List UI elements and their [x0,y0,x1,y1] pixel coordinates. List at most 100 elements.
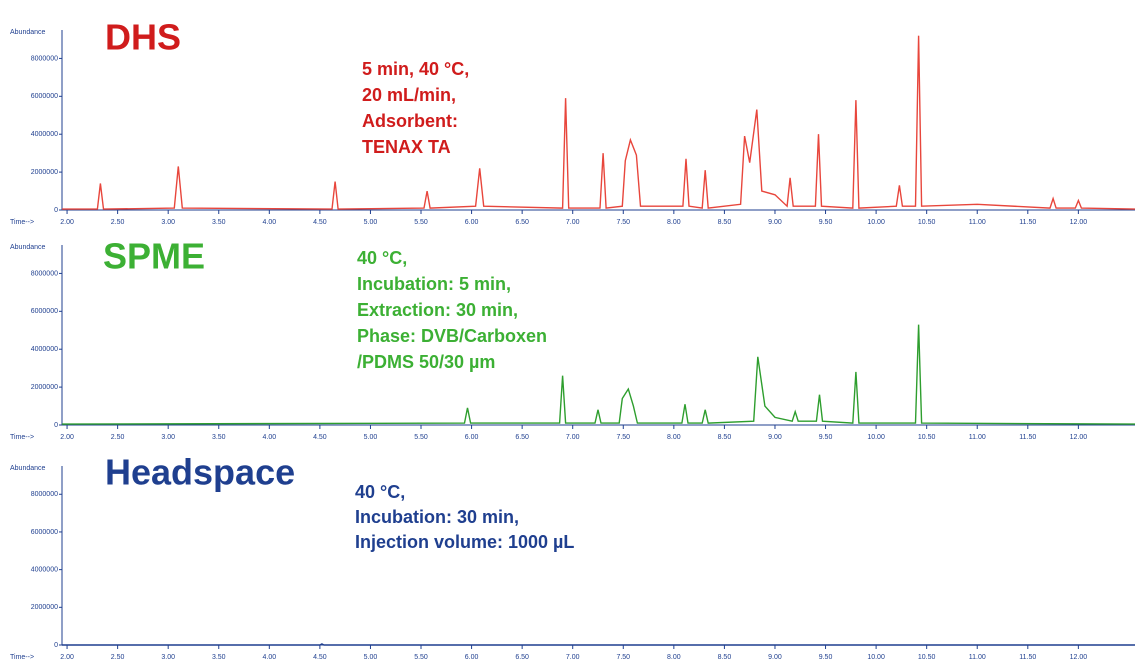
x-tick-label: 10.00 [867,654,885,661]
x-tick-label: 4.50 [313,654,327,661]
x-tick-label: 3.50 [212,434,226,441]
x-axis-label: Time--> [10,654,34,661]
x-tick-label: 4.00 [263,654,277,661]
x-tick-label: 2.50 [111,219,125,226]
annotation: Injection volume: 1000 µL [355,532,574,552]
annotation: Extraction: 30 min, [357,300,518,320]
annotation: TENAX TA [362,137,451,157]
panel-title: SPME [103,236,205,277]
x-tick-label: 5.00 [364,654,378,661]
x-tick-label: 11.00 [969,219,986,226]
x-tick-label: 3.00 [161,434,175,441]
x-tick-label: 10.00 [867,434,885,441]
x-tick-label: 9.50 [819,434,833,441]
x-tick-label: 6.00 [465,654,479,661]
x-tick-label: 8.50 [718,654,732,661]
x-tick-label: 10.50 [918,434,936,441]
x-tick-label: 2.50 [111,654,125,661]
x-tick-label: 8.50 [718,434,732,441]
x-axis-label: Time--> [10,434,34,441]
x-tick-label: 8.00 [667,219,681,226]
x-tick-label: 3.50 [212,219,226,226]
y-tick-label: 0 [54,642,58,649]
panel-title: DHS [105,17,181,58]
annotation: 5 min, 40 °C, [362,59,469,79]
x-tick-label: 9.00 [768,654,782,661]
y-tick-label: 2000000 [31,169,58,176]
y-tick-label: 6000000 [31,529,58,536]
x-tick-label: 8.00 [667,434,681,441]
x-tick-label: 5.00 [364,219,378,226]
y-tick-label: 0 [54,207,58,214]
annotation: 40 °C, [355,482,405,502]
x-tick-label: 11.00 [969,434,986,441]
x-tick-label: 4.00 [263,434,277,441]
x-tick-label: 9.00 [768,219,782,226]
annotation: 40 °C, [357,248,407,268]
y-tick-label: 8000000 [31,55,58,62]
x-tick-label: 7.00 [566,654,580,661]
y-tick-label: 8000000 [31,491,58,498]
x-tick-label: 6.50 [515,219,529,226]
x-tick-label: 12.00 [1070,654,1088,661]
chromatogram [62,35,1136,210]
x-axis-label: Time--> [10,219,34,226]
annotation: Incubation: 5 min, [357,274,511,294]
y-axis-label: Abundance [10,29,46,36]
y-tick-label: 2000000 [31,604,58,611]
x-tick-label: 9.50 [819,654,833,661]
x-tick-label: 2.00 [60,434,74,441]
x-tick-label: 12.00 [1070,219,1088,226]
x-tick-label: 5.50 [414,219,428,226]
chromatogram [61,324,1136,425]
x-tick-label: 8.50 [718,219,732,226]
x-tick-label: 6.50 [515,434,529,441]
x-tick-label: 5.50 [414,434,428,441]
y-tick-label: 4000000 [31,566,58,573]
annotation: Incubation: 30 min, [355,507,519,527]
x-tick-label: 11.50 [1019,434,1036,441]
x-tick-label: 3.50 [212,654,226,661]
x-tick-label: 4.50 [313,434,327,441]
x-tick-label: 10.00 [867,219,885,226]
panel-title: Headspace [105,452,295,493]
y-axis-label: Abundance [10,244,46,251]
x-tick-label: 4.00 [263,219,277,226]
x-tick-label: 11.00 [969,654,986,661]
y-tick-label: 2000000 [31,384,58,391]
x-tick-label: 4.50 [313,219,327,226]
x-tick-label: 6.50 [515,654,529,661]
x-tick-label: 10.50 [918,219,936,226]
chromatogram [62,643,1135,646]
x-tick-label: 3.00 [161,654,175,661]
x-tick-label: 10.50 [918,654,936,661]
x-tick-label: 7.50 [616,219,630,226]
x-tick-label: 2.00 [60,654,74,661]
x-tick-label: 2.50 [111,434,125,441]
x-tick-label: 12.00 [1070,434,1088,441]
annotation: Phase: DVB/Carboxen [357,326,547,346]
x-tick-label: 7.50 [616,654,630,661]
y-tick-label: 6000000 [31,93,58,100]
y-tick-label: 0 [54,422,58,429]
y-tick-label: 4000000 [31,346,58,353]
x-tick-label: 9.00 [768,434,782,441]
x-tick-label: 5.50 [414,654,428,661]
y-axis-label: Abundance [10,465,46,472]
annotation: 20 mL/min, [362,85,456,105]
y-tick-label: 6000000 [31,308,58,315]
x-tick-label: 6.00 [465,219,479,226]
y-tick-label: 8000000 [31,270,58,277]
x-tick-label: 11.50 [1019,219,1036,226]
x-tick-label: 3.00 [161,219,175,226]
y-tick-label: 4000000 [31,131,58,138]
x-tick-label: 7.00 [566,434,580,441]
annotation: /PDMS 50/30 µm [357,352,495,372]
x-tick-label: 8.00 [667,654,681,661]
x-tick-label: 2.00 [60,219,74,226]
x-tick-label: 5.00 [364,434,378,441]
annotation: Adsorbent: [362,111,458,131]
x-tick-label: 9.50 [819,219,833,226]
x-tick-label: 7.50 [616,434,630,441]
